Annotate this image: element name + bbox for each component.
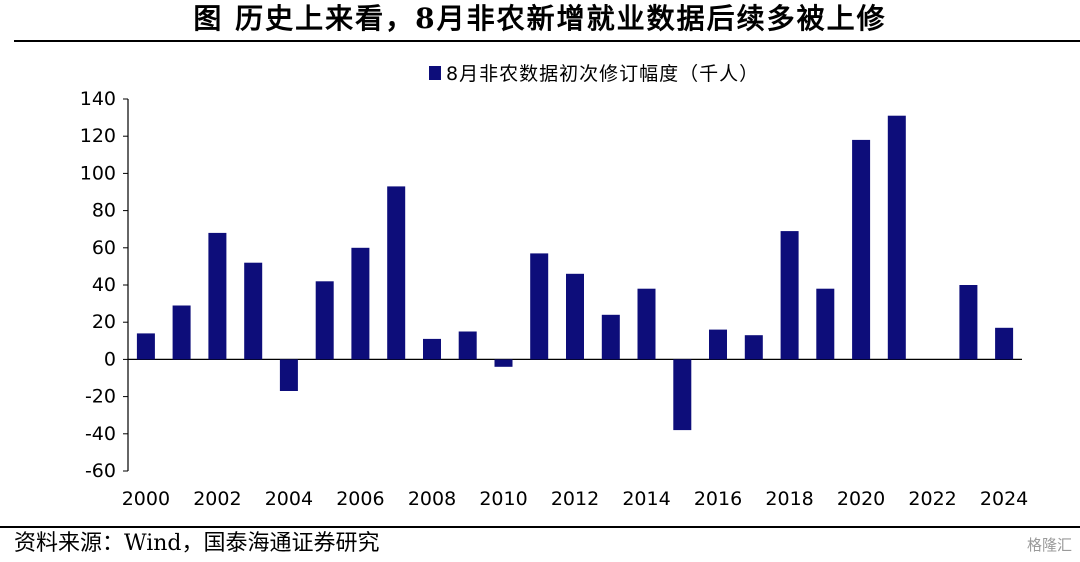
figure-title: 图 历史上来看，8月非农新增就业数据后续多被上修 [193, 2, 887, 35]
bar-chart: -60 -40 -20 0 20 40 60 80 100 120 140 2000 2002 2004… [80, 63, 1029, 510]
bar-2006 [351, 247, 370, 360]
legend-label: 8月非农数据初次修订幅度（千人） [446, 63, 759, 85]
bar-2017 [744, 335, 763, 360]
x-tick-label: 2010 [479, 488, 527, 510]
bar-2002 [208, 232, 227, 360]
x-tick-label: 2006 [336, 488, 384, 510]
bar-2001 [172, 305, 191, 360]
bar-2013 [601, 314, 620, 360]
bar-2000 [136, 333, 155, 360]
bar-series [136, 115, 1014, 431]
source-note: 资料来源：Wind，国泰海通证券研究 [14, 531, 380, 556]
y-tick-label: 0 [104, 348, 116, 370]
legend: 8月非农数据初次修订幅度（千人） [429, 63, 759, 85]
bar-2005 [315, 281, 334, 360]
bar-2023 [959, 285, 978, 360]
y-axis-ticks: -60 -40 -20 0 20 40 60 80 100 120 140 [80, 88, 128, 482]
x-tick-label: 2008 [408, 488, 456, 510]
y-tick-label: 120 [80, 125, 116, 147]
y-tick-label: 140 [80, 88, 116, 110]
bar-2018 [780, 231, 799, 360]
x-tick-label: 2012 [551, 488, 599, 510]
bar-2021 [887, 115, 906, 360]
source-rule [0, 526, 1080, 528]
bar-2019 [816, 288, 835, 360]
x-tick-label: 2020 [837, 488, 885, 510]
y-tick-label: 20 [92, 311, 116, 333]
x-tick-label: 2014 [622, 488, 670, 510]
y-tick-label: -60 [85, 460, 116, 482]
x-tick-label: 2024 [980, 488, 1028, 510]
bar-2016 [709, 329, 727, 360]
bar-2007 [387, 186, 406, 360]
x-axis-ticks: 2000 2002 2004 2006 2008 2010 2012 2014 2016 2018… [122, 488, 1029, 510]
bar-2009 [458, 331, 477, 360]
y-tick-label: -40 [85, 423, 116, 445]
x-tick-label: 2018 [765, 488, 813, 510]
title-rule [14, 40, 1080, 42]
bar-2004 [279, 359, 298, 391]
y-tick-label: 80 [92, 200, 116, 222]
legend-swatch [429, 66, 441, 80]
x-tick-label: 2004 [265, 488, 313, 510]
bar-2020 [852, 139, 871, 360]
x-tick-label: 2002 [193, 488, 241, 510]
x-tick-label: 2022 [908, 488, 956, 510]
bar-2010 [494, 359, 513, 367]
bar-2012 [566, 273, 584, 360]
y-tick-label: 100 [80, 162, 116, 184]
x-tick-label: 2016 [694, 488, 742, 510]
bar-2003 [244, 262, 263, 360]
watermark: 格隆汇 [1026, 536, 1072, 554]
bar-2014 [637, 288, 656, 360]
y-tick-label: 60 [92, 237, 116, 259]
bar-2008 [423, 338, 441, 360]
bar-2015 [673, 359, 692, 431]
bar-2024 [995, 327, 1014, 360]
x-tick-label: 2000 [122, 488, 170, 510]
y-tick-label: 40 [92, 274, 116, 296]
y-tick-label: -20 [85, 386, 116, 408]
bar-2011 [530, 253, 549, 360]
